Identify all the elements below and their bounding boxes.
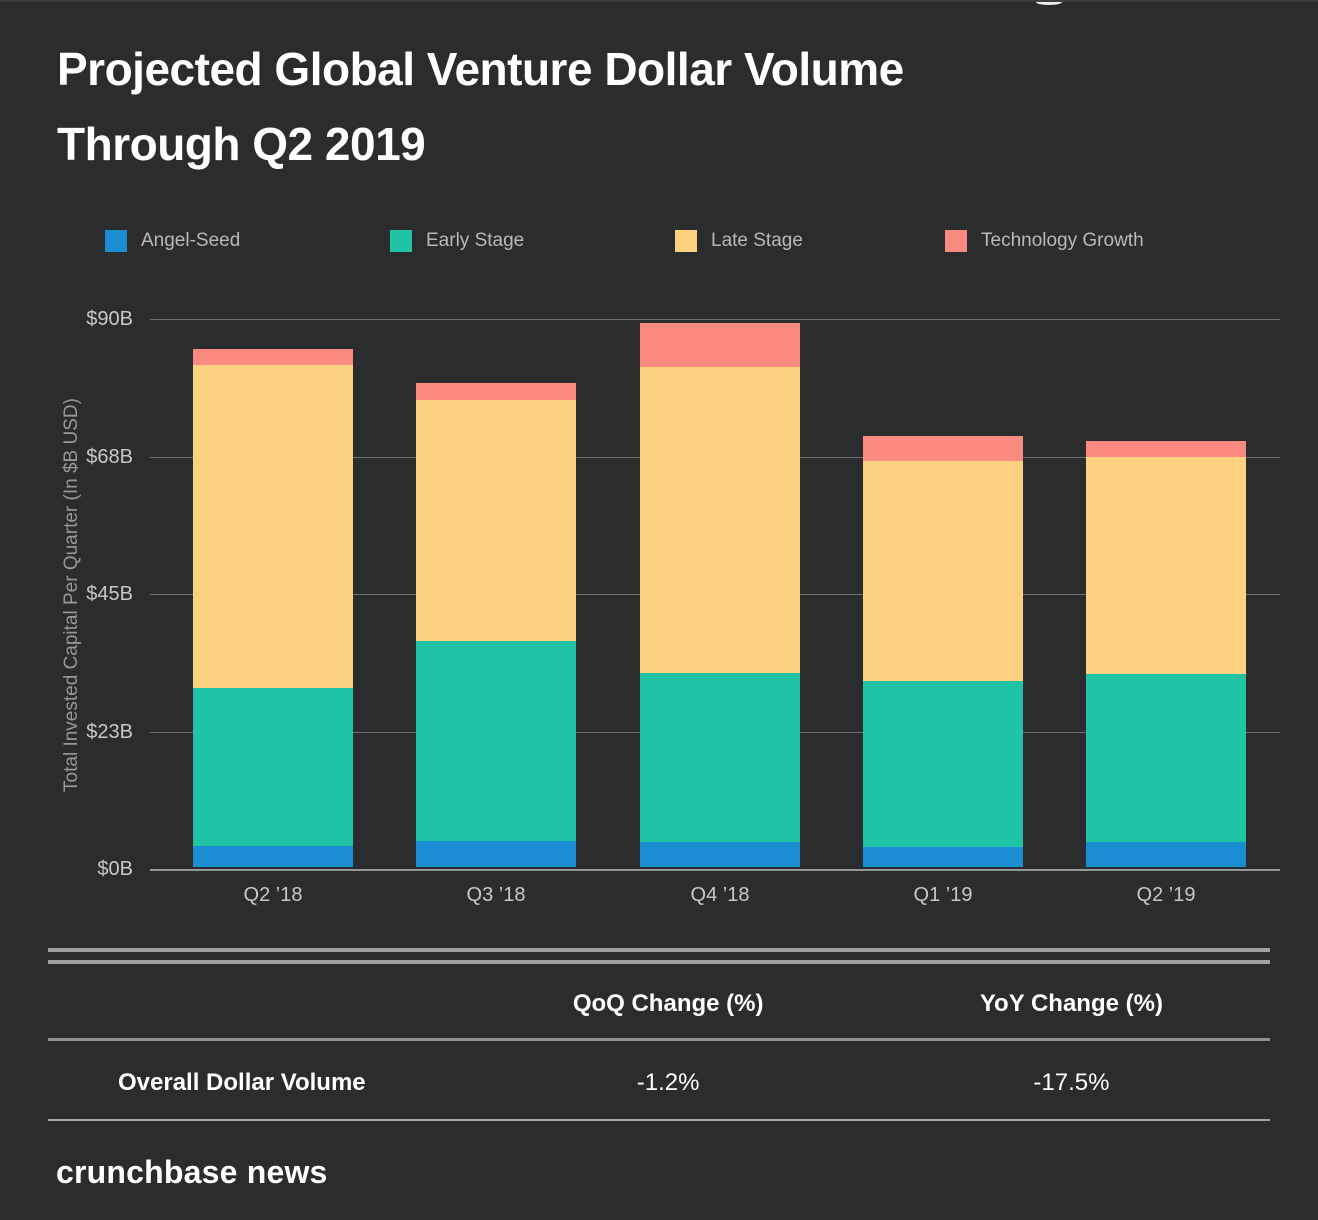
page-title-line-1: Projected Global Venture Dollar Volume [57,43,904,95]
legend-item-early-stage: Early Stage [390,229,524,253]
overall-dollar-volume-label: Overall Dollar Volume [118,1069,366,1096]
y-tick-label-68B: $68B [86,446,133,468]
y-tick-label-0B: $0B [97,858,133,880]
bar-segment-angel-seed-q2-19[interactable] [1086,841,1246,867]
bar-segment-angel-seed-q3-18[interactable] [416,840,576,867]
technology-growth-swatch-icon [945,230,967,252]
yoy-change-value: -17.5% [1033,1069,1110,1096]
angel-seed-swatch-icon [105,230,127,252]
x-tick-label-q2-18: Q2 ’18 [243,884,303,906]
bar-segment-early-stage-q1-19[interactable] [863,681,1023,847]
bar-segment-technology-growth-q2-19[interactable] [1086,441,1246,457]
bar-segment-late-stage-q2-19[interactable] [1086,457,1246,674]
y-tick-label-90B: $90B [86,308,133,330]
bar-segment-angel-seed-q2-18[interactable] [193,846,353,867]
table-header-rule [48,1038,1270,1041]
bar-segment-technology-growth-q3-18[interactable] [416,383,576,401]
summary-table-header: QoQ Change (%) YoY Change (%) [48,980,1270,1028]
bar-segment-early-stage-q3-18[interactable] [416,640,576,841]
page-title-line-2: Through Q2 2019 [57,118,426,170]
legend-label-late-stage: Late Stage [711,230,803,251]
bar-segment-late-stage-q4-18[interactable] [640,367,800,674]
legend-item-technology-growth: Technology Growth [945,229,1144,253]
top-edge-artifact [1036,2,1062,5]
legend-label-early-stage: Early Stage [426,230,525,251]
bar-segment-late-stage-q1-19[interactable] [863,461,1023,682]
legend-item-late-stage: Late Stage [675,229,803,253]
qoq-change-header: QoQ Change (%) [572,990,764,1017]
bar-segment-angel-seed-q1-19[interactable] [863,846,1023,867]
x-axis-line [150,869,1280,871]
x-tick-label-q1-19: Q1 ’19 [913,884,973,906]
bar-segment-late-stage-q2-18[interactable] [193,365,353,688]
bar-segment-early-stage-q4-18[interactable] [640,673,800,842]
x-tick-label-q2-19: Q2 ’19 [1136,884,1196,906]
table-top-double-rule-2 [48,960,1270,964]
legend-label-angel-seed: Angel-Seed [141,230,241,251]
table-top-double-rule-1 [48,948,1270,952]
legend-item-angel-seed: Angel-Seed [105,229,240,253]
y-tick-label-23B: $23B [86,721,133,743]
page-title: Projected Global Venture Dollar Volume T… [57,32,1207,182]
bar-segment-late-stage-q3-18[interactable] [416,400,576,641]
summary-table-row: Overall Dollar Volume -1.2% -17.5% [48,1059,1270,1107]
bar-segment-early-stage-q2-18[interactable] [193,687,353,847]
early-stage-swatch-icon [390,230,412,252]
bar-segment-technology-growth-q1-19[interactable] [863,436,1023,462]
yoy-change-header: YoY Change (%) [979,990,1163,1017]
bar-segment-technology-growth-q2-18[interactable] [193,349,353,366]
bar-segment-technology-growth-q4-18[interactable] [640,323,800,368]
qoq-change-value: -1.2% [636,1069,700,1096]
gridline-90B [150,319,1280,320]
x-tick-label-q3-18: Q3 ’18 [466,884,526,906]
bar-segment-angel-seed-q4-18[interactable] [640,841,800,867]
x-tick-label-q4-18: Q4 ’18 [690,884,750,906]
late-stage-swatch-icon [675,230,697,252]
y-tick-label-45B: $45B [86,583,133,605]
legend-label-technology-growth: Technology Growth [981,230,1144,251]
crunchbase-news-logo: crunchbase news [56,1154,328,1190]
table-bottom-rule [48,1119,1270,1121]
bar-segment-early-stage-q2-19[interactable] [1086,673,1246,842]
chart-legend: Angel-Seed Early Stage Late Stage Technolog… [0,229,1318,253]
